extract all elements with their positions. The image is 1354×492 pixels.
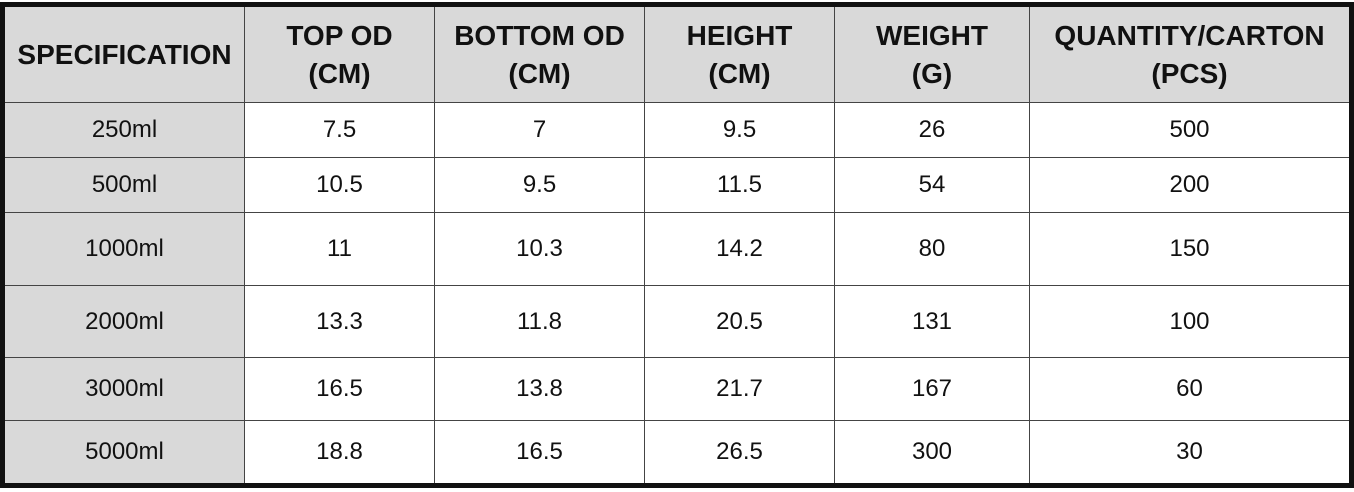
table-cell: 9.5 <box>645 103 834 157</box>
table-cell: 300 <box>835 421 1029 483</box>
table-cell: 150 <box>1030 213 1349 285</box>
header-text: SPECIFICATION <box>17 38 232 70</box>
header-text: HEIGHT <box>686 19 793 51</box>
table-cell: 14.2 <box>645 213 834 285</box>
header-cell: QUANTITY/CARTON (PCS) <box>1030 7 1349 102</box>
header-text: BOTTOM OD <box>454 19 625 51</box>
header-cell: HEIGHT (CM) <box>645 7 834 102</box>
table-cell: 16.5 <box>245 358 434 420</box>
header-text: WEIGHT <box>876 19 988 51</box>
table-cell: 11.5 <box>645 158 834 212</box>
table-cell: 11 <box>245 213 434 285</box>
header-cell: WEIGHT (G) <box>835 7 1029 102</box>
row-label: 500ml <box>5 158 244 212</box>
header-cell: BOTTOM OD (CM) <box>435 7 644 102</box>
header-text: (G) <box>911 57 953 89</box>
table-cell: 100 <box>1030 286 1349 357</box>
table-cell: 13.3 <box>245 286 434 357</box>
table-cell: 11.8 <box>435 286 644 357</box>
table-cell: 21.7 <box>645 358 834 420</box>
table-cell: 16.5 <box>435 421 644 483</box>
row-label: 250ml <box>5 103 244 157</box>
table-cell: 60 <box>1030 358 1349 420</box>
table-cell: 9.5 <box>435 158 644 212</box>
table-cell: 26 <box>835 103 1029 157</box>
header-text: QUANTITY/CARTON <box>1054 19 1325 51</box>
table-cell: 167 <box>835 358 1029 420</box>
header-text: (CM) <box>708 57 771 89</box>
header-text: (CM) <box>308 57 371 89</box>
header-text: TOP OD <box>286 19 393 51</box>
header-cell: SPECIFICATION <box>5 7 244 102</box>
row-label: 1000ml <box>5 213 244 285</box>
row-label: 2000ml <box>5 286 244 357</box>
header-cell: TOP OD (CM) <box>245 7 434 102</box>
table-cell: 26.5 <box>645 421 834 483</box>
table-cell: 10.5 <box>245 158 434 212</box>
table-cell: 200 <box>1030 158 1349 212</box>
table-cell: 131 <box>835 286 1029 357</box>
table-cell: 7.5 <box>245 103 434 157</box>
header-text: (CM) <box>508 57 571 89</box>
table-cell: 20.5 <box>645 286 834 357</box>
row-label: 3000ml <box>5 358 244 420</box>
table-cell: 7 <box>435 103 644 157</box>
table-cell: 18.8 <box>245 421 434 483</box>
header-text: (PCS) <box>1151 57 1228 89</box>
table-cell: 500 <box>1030 103 1349 157</box>
table-cell: 80 <box>835 213 1029 285</box>
table-cell: 30 <box>1030 421 1349 483</box>
row-label: 5000ml <box>5 421 244 483</box>
table-cell: 13.8 <box>435 358 644 420</box>
table-cell: 10.3 <box>435 213 644 285</box>
table-cell: 54 <box>835 158 1029 212</box>
